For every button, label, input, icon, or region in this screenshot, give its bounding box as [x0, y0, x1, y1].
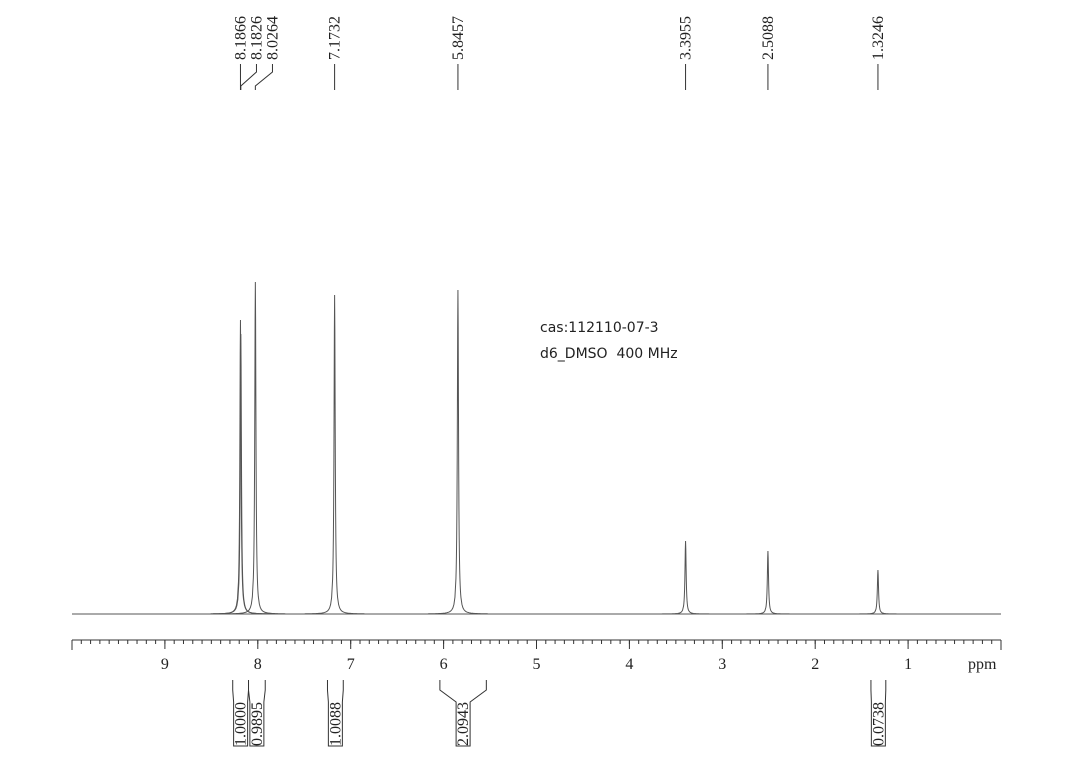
integral-bracket: [870, 680, 887, 747]
peak-label: 8.1866: [232, 16, 249, 60]
integral-label: 2.0943: [455, 702, 472, 746]
peak-label: 7.1732: [327, 16, 344, 60]
peak: [427, 289, 488, 615]
x-tick-label: 7: [347, 656, 355, 673]
x-axis-label: ppm: [968, 656, 997, 673]
peak-leader: [254, 64, 273, 90]
x-tick-label: 4: [625, 656, 633, 673]
x-tick-label: 3: [718, 656, 726, 673]
peak: [655, 540, 716, 615]
peak: [304, 294, 365, 615]
peak: [210, 333, 271, 615]
peak-leader: [240, 64, 257, 90]
peak-label: 1.3246: [870, 16, 887, 60]
x-tick-label: 6: [440, 656, 448, 673]
annotation: cas:112110-07-3: [540, 320, 659, 336]
integral-bracket: [248, 680, 266, 747]
x-tick-label: 1: [904, 656, 912, 673]
integral-bracket: [439, 680, 487, 747]
peak-label: 2.5088: [760, 16, 777, 60]
peak-label: 8.1826: [248, 16, 265, 60]
peak: [225, 281, 286, 615]
peak-label: 5.8457: [450, 16, 467, 60]
integral-label: 0.9895: [249, 702, 266, 746]
integral-bracket: [326, 680, 344, 747]
x-tick-label: 5: [533, 656, 541, 673]
peak-label: 8.0264: [264, 16, 281, 60]
peak: [737, 550, 798, 615]
integral-label: 1.0088: [327, 702, 344, 746]
integral-label: 0.0738: [870, 702, 887, 746]
x-tick-label: 9: [161, 656, 169, 673]
peak-label: 3.3955: [678, 16, 695, 60]
x-tick-label: 2: [811, 656, 819, 673]
integral-label: 1.0000: [233, 702, 250, 746]
peak: [847, 569, 908, 615]
annotation: d6_DMSO 400 MHz: [540, 346, 678, 362]
x-tick-label: 8: [254, 656, 262, 673]
